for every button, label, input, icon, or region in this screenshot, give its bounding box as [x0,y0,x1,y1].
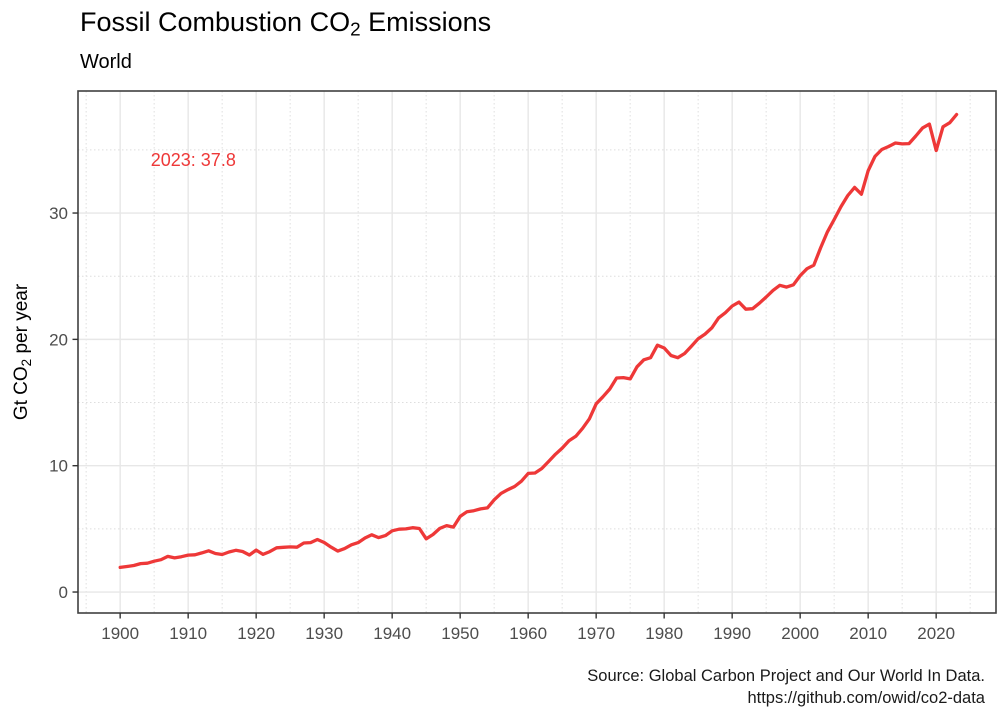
grid-major [78,91,996,613]
x-tick-label: 1960 [509,624,547,643]
y-axis-title: Gt CO2 per year [11,283,34,420]
x-tick-label: 1950 [441,624,479,643]
panel-border [77,90,997,614]
y-tick-label: 30 [49,204,68,223]
chart-header: Fossil Combustion CO2 Emissions World [80,6,491,74]
x-tick-label: 1900 [101,624,139,643]
caption-source: Source: Global Carbon Project and Our Wo… [587,667,985,685]
caption: Source: Global Carbon Project and Our Wo… [587,665,985,709]
title-subscript: 2 [350,19,361,41]
x-tick-label: 1970 [577,624,615,643]
y-tick-label: 0 [59,583,68,602]
panel-background [78,91,996,613]
chart-title: Fossil Combustion CO2 Emissions [80,7,492,41]
grid-minor [78,91,996,613]
chart-subtitle: World [80,51,132,74]
x-tick-label: 1940 [373,624,411,643]
x-tick-label: 2020 [917,624,955,643]
x-tick-label: 1990 [713,624,751,643]
x-tick-label: 2010 [849,624,887,643]
caption-url: https://github.com/owid/co2-data [747,689,985,707]
x-axis-labels: 1900 1910 1920 1930 1940 1950 1960 1970 1980 1990… [101,624,955,643]
x-tick-label: 1920 [237,624,275,643]
x-tick-label: 1980 [645,624,683,643]
axis-ticks [72,212,937,619]
y-tick-label: 20 [49,330,68,349]
x-tick-label: 2000 [781,624,819,643]
x-tick-label: 1910 [169,624,207,643]
emissions-line [118,112,959,570]
annotation-2023-value: 2023: 37.8 [151,150,236,170]
y-axis-labels: 0 10 20 30 [49,204,68,602]
y-tick-label: 10 [49,457,68,476]
x-tick-label: 1930 [305,624,343,643]
